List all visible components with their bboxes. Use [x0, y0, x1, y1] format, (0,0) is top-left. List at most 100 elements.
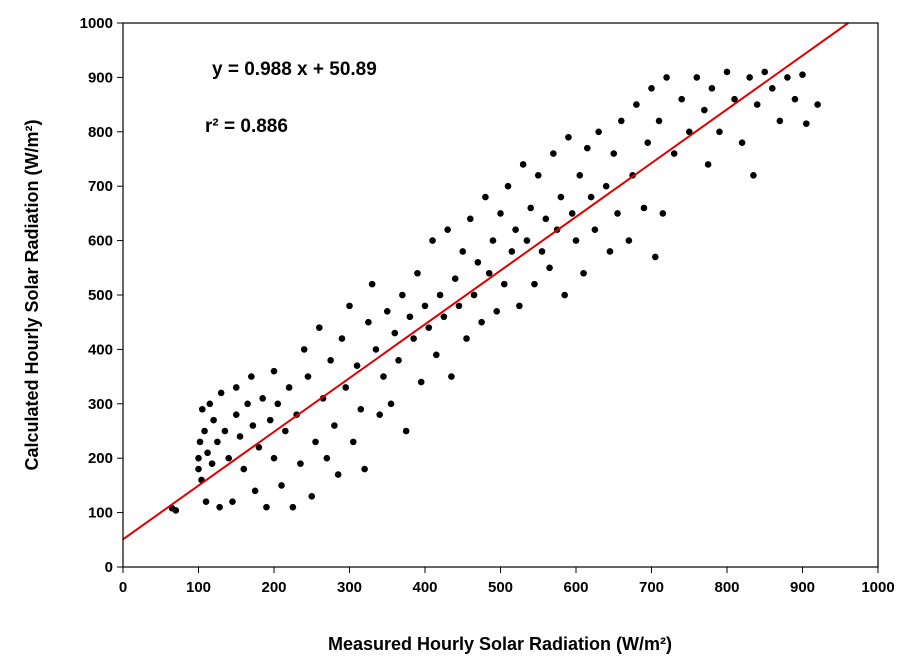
point [625, 237, 633, 244]
point [738, 139, 746, 146]
point [444, 226, 451, 234]
point [606, 248, 614, 255]
point [232, 384, 240, 391]
point [455, 302, 463, 310]
point [338, 335, 346, 342]
point [463, 335, 470, 342]
point [308, 492, 316, 500]
point [221, 427, 229, 435]
point [357, 405, 365, 413]
y-tick-label: 200 [88, 450, 113, 467]
point [406, 313, 414, 321]
point [278, 482, 285, 489]
y-axis-label: Calculated Hourly Solar Radiation (W/m²) [22, 119, 42, 470]
point [289, 503, 297, 511]
point [504, 182, 512, 190]
point [217, 389, 225, 397]
point [353, 362, 361, 370]
point [172, 507, 180, 514]
point [249, 422, 257, 429]
x-tick-label: 200 [261, 579, 286, 596]
point [433, 351, 440, 359]
point [285, 384, 293, 391]
x-tick-label: 400 [412, 579, 437, 596]
y-tick-label: 500 [88, 287, 113, 304]
point [376, 411, 384, 418]
point [750, 172, 757, 179]
point [519, 161, 527, 168]
point [799, 71, 806, 78]
point [421, 302, 429, 310]
point [568, 210, 576, 217]
point [512, 226, 519, 234]
point [240, 465, 248, 473]
point [448, 373, 455, 380]
point [595, 128, 602, 136]
point [731, 95, 738, 103]
point [685, 128, 693, 136]
point [534, 172, 542, 179]
point [459, 248, 467, 255]
point [640, 204, 648, 212]
y-tick-label: 900 [88, 69, 113, 86]
point [557, 193, 565, 201]
y-tick-label: 800 [88, 124, 113, 141]
point [259, 395, 266, 402]
point [587, 193, 595, 201]
point [304, 373, 312, 380]
point [297, 460, 304, 467]
point [263, 503, 270, 511]
point [723, 68, 731, 76]
point [814, 101, 821, 108]
point [425, 324, 433, 331]
point [618, 117, 625, 125]
point [270, 454, 278, 462]
point [380, 373, 387, 380]
point [440, 313, 448, 321]
point [410, 335, 417, 342]
x-tick-label: 500 [488, 579, 513, 596]
point [436, 291, 444, 299]
point [198, 405, 206, 413]
point [489, 237, 497, 244]
point [201, 427, 208, 435]
point [753, 101, 761, 108]
x-tick-label: 300 [337, 579, 362, 596]
point [670, 150, 678, 157]
point [236, 433, 244, 440]
point [195, 454, 202, 462]
point [334, 471, 342, 478]
point [485, 269, 493, 277]
x-tick-label: 700 [639, 579, 664, 596]
point [327, 356, 334, 364]
point [202, 498, 210, 506]
point [584, 144, 591, 152]
point [523, 237, 531, 244]
point [474, 259, 482, 266]
y-tick-label: 1000 [80, 15, 113, 32]
point [633, 101, 640, 108]
point [500, 280, 508, 288]
point [614, 210, 621, 217]
point [678, 95, 685, 103]
point [372, 346, 380, 353]
point [282, 427, 289, 435]
point [312, 438, 319, 446]
point [701, 106, 708, 114]
point [648, 84, 655, 92]
point [802, 120, 810, 127]
point [580, 269, 587, 277]
point [746, 74, 753, 81]
point [451, 275, 459, 282]
point [323, 454, 331, 462]
point [365, 318, 372, 326]
point [399, 291, 406, 299]
point [470, 291, 478, 299]
y-tick-label: 600 [88, 233, 113, 250]
point [274, 400, 282, 408]
point [206, 400, 214, 408]
point [248, 373, 255, 380]
point [651, 253, 659, 261]
y-tick-label: 700 [88, 178, 113, 195]
